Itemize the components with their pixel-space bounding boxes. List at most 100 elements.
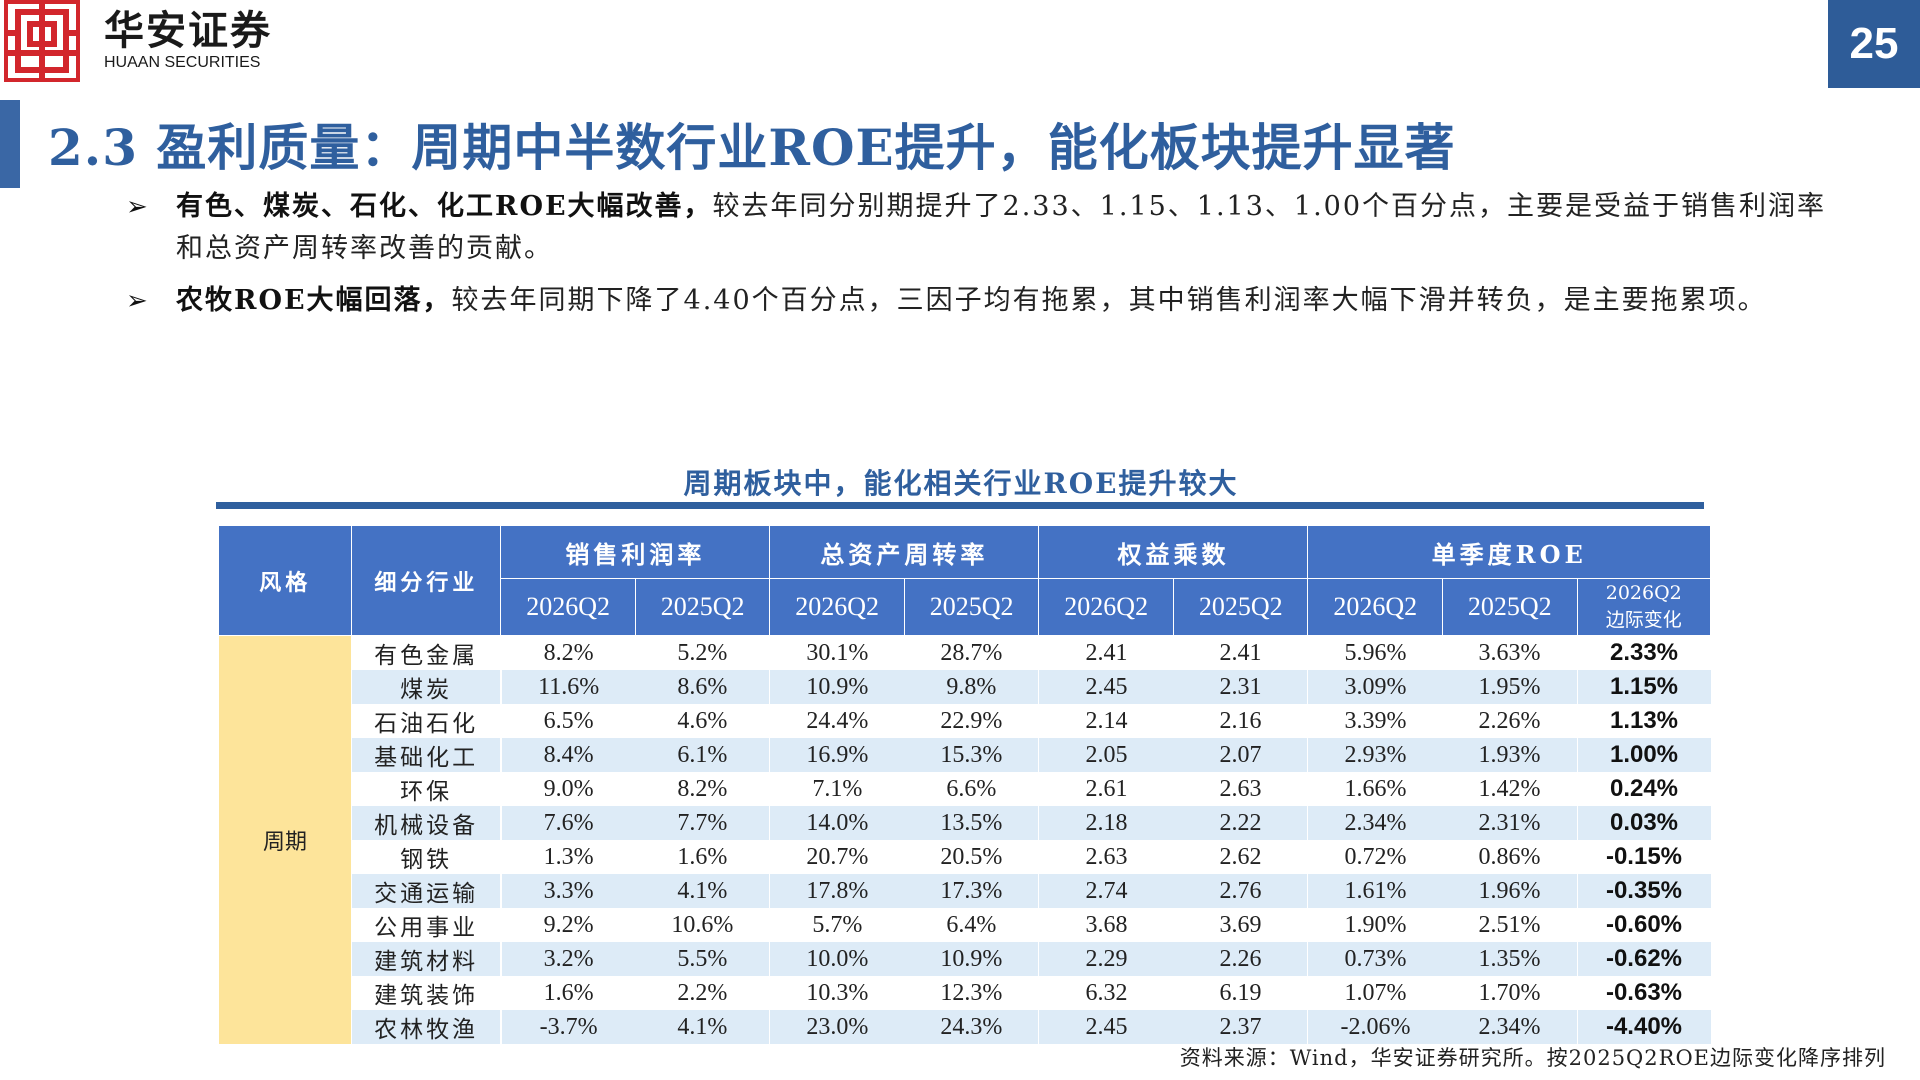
header-industry: 细分行业	[351, 525, 502, 636]
value-cell: 2.05	[1038, 738, 1174, 772]
value-cell: 8.4%	[500, 738, 636, 772]
header-period: 2026Q2	[1307, 578, 1443, 636]
value-cell: 1.6%	[500, 976, 636, 1010]
value-cell: 2.26%	[1442, 704, 1578, 738]
value-cell: 28.7%	[904, 635, 1040, 670]
value-cell: 1.61%	[1307, 874, 1443, 908]
value-cell: 2.29	[1038, 942, 1174, 976]
change-cell: 1.13%	[1577, 704, 1711, 738]
header-period: 2025Q2	[903, 578, 1040, 636]
value-cell: 8.2%	[500, 635, 636, 670]
header-period: 2025Q2	[634, 578, 771, 636]
change-cell: -4.40%	[1577, 1010, 1711, 1044]
style-cell: 周期	[218, 635, 353, 1044]
table-row: 公用事业 9.2% 10.6% 5.7% 6.4% 3.68 3.69 1.90% 2.51% -…	[219, 908, 1711, 942]
header-period: 2026Q2	[500, 578, 636, 636]
header-group-quarterly-roe: 单季度ROE	[1307, 525, 1711, 579]
bullet-item: ➢ 有色、煤炭、石化、化工ROE大幅改善，较去年同分别期提升了2.33、1.15…	[126, 186, 1826, 270]
value-cell: 24.3%	[904, 1010, 1040, 1044]
value-cell: 2.31%	[1442, 806, 1578, 840]
value-cell: 10.6%	[635, 908, 771, 942]
value-cell: 0.73%	[1307, 942, 1443, 976]
bullet-list: ➢ 有色、煤炭、石化、化工ROE大幅改善，较去年同分别期提升了2.33、1.15…	[126, 186, 1826, 332]
value-cell: 6.19	[1173, 976, 1309, 1010]
change-cell: -0.60%	[1577, 908, 1711, 942]
value-cell: 4.1%	[635, 874, 771, 908]
table-title-rule	[216, 502, 1704, 509]
value-cell: 3.3%	[500, 874, 636, 908]
bullet-text: 较去年同分别期提升了2.33、1.15、1.13、1.00个百分点，主要是受益于…	[176, 191, 1827, 264]
value-cell: 17.8%	[769, 874, 905, 908]
header-change: 2026Q2 边际变化	[1576, 578, 1711, 636]
value-cell: 11.6%	[500, 670, 636, 704]
value-cell: 2.62	[1173, 840, 1309, 874]
value-cell: 6.1%	[635, 738, 771, 772]
industry-cell: 建筑装饰	[351, 976, 502, 1010]
value-cell: 2.37	[1173, 1010, 1309, 1044]
brand-name-cn: 华安证券	[104, 7, 272, 54]
value-cell: 3.68	[1038, 908, 1174, 942]
arrow-bullet-icon: ➢	[126, 286, 150, 316]
change-cell: 0.24%	[1577, 772, 1711, 806]
value-cell: 13.5%	[904, 806, 1040, 840]
value-cell: 2.41	[1038, 635, 1174, 670]
header-style: 风格	[217, 525, 353, 636]
table-row: 煤炭 11.6% 8.6% 10.9% 9.8% 2.45 2.31 3.09% 1.95% 1.…	[219, 670, 1711, 704]
value-cell: 2.51%	[1442, 908, 1578, 942]
value-cell: 15.3%	[904, 738, 1040, 772]
change-cell: -0.63%	[1577, 976, 1711, 1010]
bullet-text: 较去年同期下降了4.40个百分点，三因子均有拖累，其中销售利润率大幅下滑并转负，…	[451, 285, 1767, 316]
table-row: 机械设备 7.6% 7.7% 14.0% 13.5% 2.18 2.22 2.34% 2.31%…	[219, 806, 1711, 840]
change-cell: 2.33%	[1577, 635, 1711, 670]
value-cell: 2.45	[1038, 670, 1174, 704]
value-cell: 5.2%	[635, 635, 771, 670]
huaan-logo-icon	[4, 0, 80, 82]
header-group-net-margin: 销售利润率	[500, 525, 771, 579]
value-cell: 10.3%	[769, 976, 905, 1010]
value-cell: 2.76	[1173, 874, 1309, 908]
value-cell: 4.1%	[635, 1010, 771, 1044]
value-cell: 24.4%	[769, 704, 905, 738]
table-row: 石油石化 6.5% 4.6% 24.4% 22.9% 2.14 2.16 3.39% 2.26%…	[219, 704, 1711, 738]
value-cell: 23.0%	[769, 1010, 905, 1044]
bullet-item: ➢ 农牧ROE大幅回落，较去年同期下降了4.40个百分点，三因子均有拖累，其中销…	[126, 280, 1826, 322]
industry-cell: 煤炭	[351, 670, 502, 704]
value-cell: 3.39%	[1307, 704, 1443, 738]
value-cell: 0.72%	[1307, 840, 1443, 874]
table-row: 周期 有色金属 8.2% 5.2% 30.1% 28.7% 2.41 2.41 5.96% 3.6…	[218, 635, 1711, 1044]
value-cell: 3.63%	[1442, 635, 1578, 670]
value-cell: 6.32	[1038, 976, 1174, 1010]
header-change-label: 边际变化	[1605, 609, 1682, 631]
value-cell: 17.3%	[904, 874, 1040, 908]
value-cell: 6.4%	[904, 908, 1040, 942]
value-cell: 6.6%	[904, 772, 1040, 806]
value-cell: 22.9%	[904, 704, 1040, 738]
value-cell: 20.5%	[904, 840, 1040, 874]
table-row: 建筑材料 3.2% 5.5% 10.0% 10.9% 2.29 2.26 0.73% 1.35%…	[219, 942, 1711, 976]
table-row: 交通运输 3.3% 4.1% 17.8% 17.3% 2.74 2.76 1.61% 1.96%…	[219, 874, 1711, 908]
value-cell: 7.1%	[769, 772, 905, 806]
page-number: 25	[1828, 0, 1920, 88]
header-group-equity-multiplier: 权益乘数	[1038, 525, 1309, 579]
value-cell: 7.7%	[635, 806, 771, 840]
table-body: 周期 有色金属 8.2% 5.2% 30.1% 28.7% 2.41 2.41 5.96% 3.6…	[218, 635, 1711, 1044]
header-change-period: 2026Q2	[1605, 582, 1682, 604]
value-cell: 2.34%	[1442, 1010, 1578, 1044]
value-cell: 2.63	[1038, 840, 1174, 874]
value-cell: 1.35%	[1442, 942, 1578, 976]
value-cell: 3.09%	[1307, 670, 1443, 704]
bullet-bold: 农牧ROE大幅回落，	[176, 285, 452, 316]
value-cell: 1.93%	[1442, 738, 1578, 772]
value-cell: 10.0%	[769, 942, 905, 976]
table-row: 钢铁 1.3% 1.6% 20.7% 20.5% 2.63 2.62 0.72% 0.86% -0…	[219, 840, 1711, 874]
value-cell: 0.86%	[1442, 840, 1578, 874]
value-cell: 9.0%	[500, 772, 636, 806]
value-cell: 3.2%	[500, 942, 636, 976]
change-cell: 1.00%	[1577, 738, 1711, 772]
industry-cell: 交通运输	[351, 874, 502, 908]
value-cell: 5.96%	[1307, 635, 1443, 670]
header-period: 2026Q2	[769, 578, 905, 636]
table-row: 基础化工 8.4% 6.1% 16.9% 15.3% 2.05 2.07 2.93% 1.93%…	[219, 738, 1711, 772]
arrow-bullet-icon: ➢	[126, 192, 150, 222]
value-cell: 1.96%	[1442, 874, 1578, 908]
